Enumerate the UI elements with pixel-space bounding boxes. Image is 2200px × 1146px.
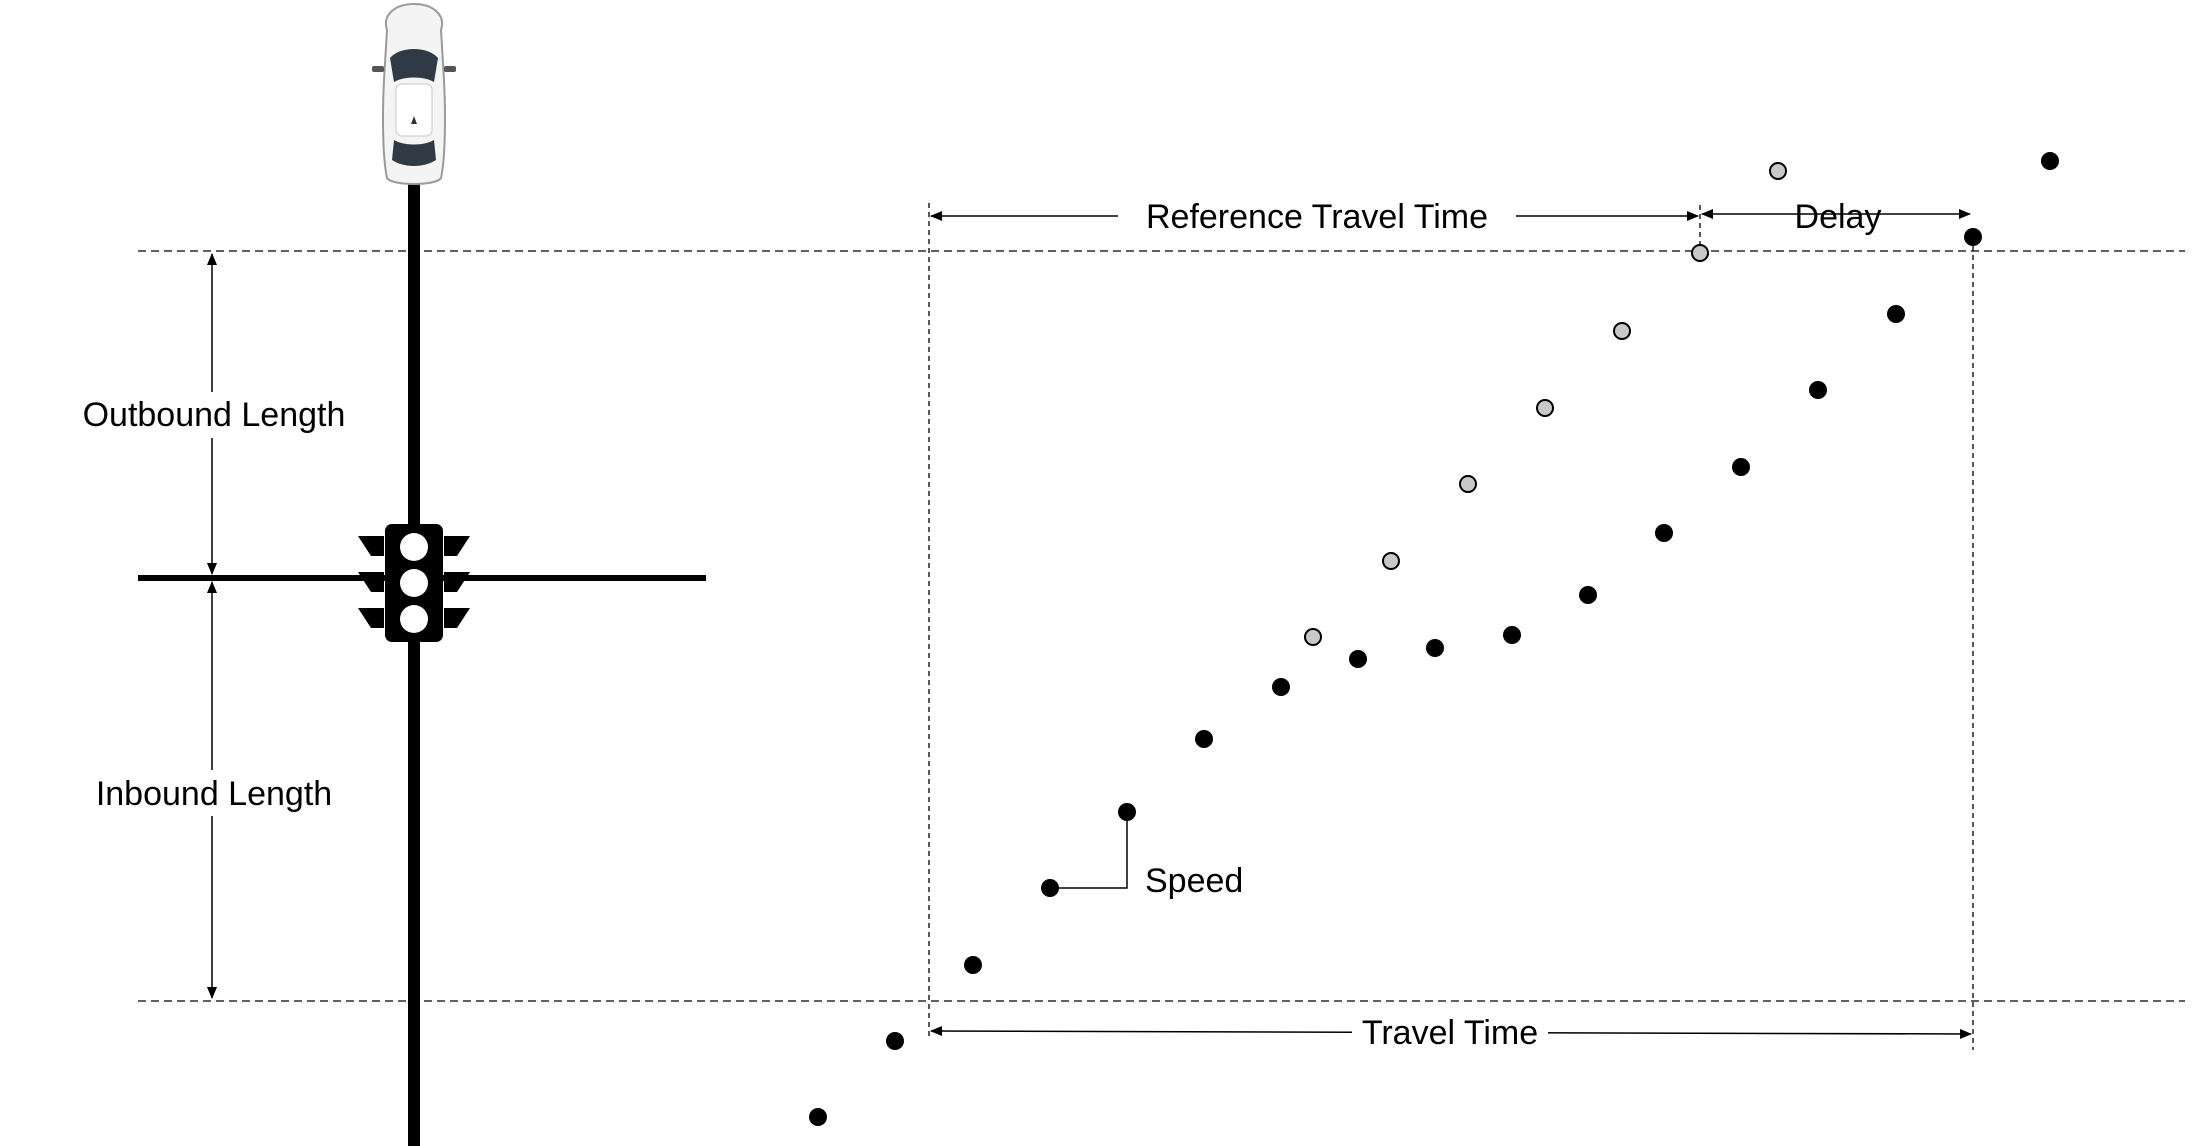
car-top-view-icon xyxy=(372,2,456,185)
vehicle-point xyxy=(1118,803,1136,821)
vehicle-point xyxy=(886,1032,904,1050)
vehicle-point xyxy=(1964,228,1982,246)
vehicle-point xyxy=(809,1108,827,1126)
inbound-length-label: Inbound Length xyxy=(96,775,332,813)
vehicle-point xyxy=(1655,524,1673,542)
traffic-signal-icon xyxy=(358,524,470,642)
vehicle-point xyxy=(1503,626,1521,644)
reference-points xyxy=(1304,162,1787,646)
vehicle-point xyxy=(964,956,982,974)
vehicle-point xyxy=(1809,381,1827,399)
reference-travel-time-label: Reference Travel Time xyxy=(1146,198,1488,236)
reference-point xyxy=(1382,552,1400,570)
reference-point xyxy=(1691,244,1709,262)
reference-point xyxy=(1304,628,1322,646)
vehicle-points xyxy=(809,152,2059,1126)
speed-label: Speed xyxy=(1145,862,1243,900)
vehicle-point xyxy=(1579,586,1597,604)
delay-label: Delay xyxy=(1795,198,1882,236)
main-road xyxy=(408,180,420,1146)
vehicle-point xyxy=(2041,152,2059,170)
reference-point xyxy=(1769,162,1787,180)
speed-bracket xyxy=(1050,812,1128,889)
vehicle-point xyxy=(1732,458,1750,476)
outbound-length-label: Outbound Length xyxy=(83,396,346,434)
vehicle-point xyxy=(1887,305,1905,323)
vehicle-point xyxy=(1272,678,1290,696)
vehicle-point xyxy=(1349,650,1367,668)
reference-point xyxy=(1536,399,1554,417)
vehicle-point xyxy=(1041,879,1059,897)
vehicle-point xyxy=(1426,639,1444,657)
reference-point xyxy=(1459,475,1477,493)
vehicle-point xyxy=(1195,730,1213,748)
travel-time-label: Travel Time xyxy=(1362,1014,1538,1052)
reference-point xyxy=(1613,322,1631,340)
